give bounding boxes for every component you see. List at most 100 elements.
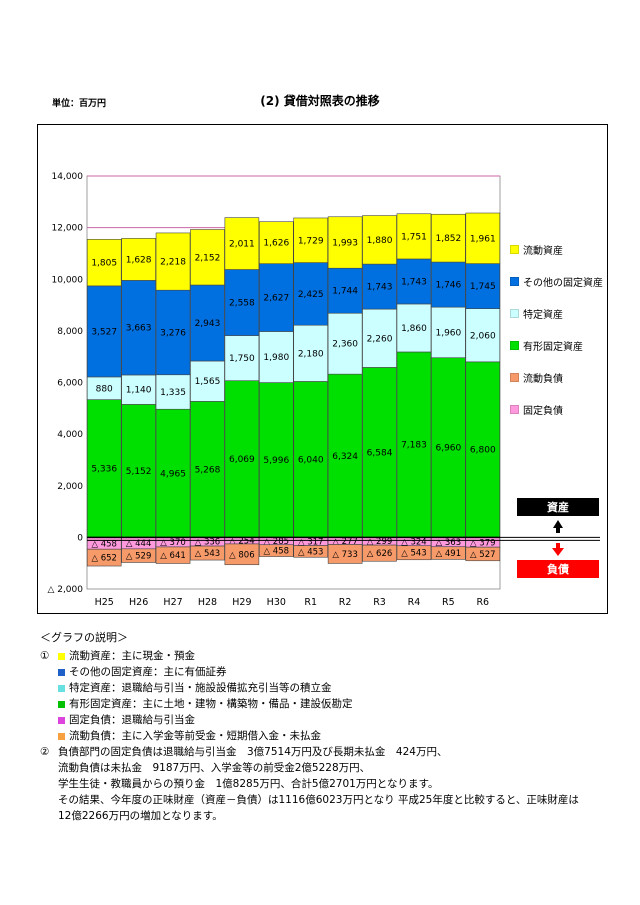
bar-segment [190,360,225,402]
liability-label: 負債 [547,562,569,576]
data-label: △ 806 [229,550,254,560]
notes-heading: ＜グラフの説明＞ [40,631,128,644]
asset-label: 資産 [547,500,569,514]
chart-title: (2) 貸借対照表の推移 [260,94,380,108]
data-label: 1,980 [263,353,289,363]
note-item: 固定負債：退職給与引当金 [40,712,620,728]
data-label: △ 336 [195,538,220,548]
y-tick-label: △ 2,000 [47,585,83,595]
legend-label: 特定資産 [523,309,563,321]
bar-segment [155,546,191,564]
down-arrow-icon [552,543,564,556]
note-swatch [58,668,65,676]
bar-segment [396,545,432,561]
note-paragraph-line: 12億2266万円の増加となります。 [58,810,223,822]
data-label: 2,558 [229,299,255,309]
y-tick-label: 2,000 [57,482,83,492]
data-label: △ 641 [160,551,185,561]
data-label: 6,584 [367,448,393,458]
data-label: △ 453 [298,547,323,557]
data-label: 1,565 [195,377,221,387]
note-text: その他の固定資産：主に有価証券 [69,666,227,678]
legend-label: 有形固定資産 [523,341,583,353]
data-label: △ 363 [436,538,461,548]
bar-segment [396,351,432,538]
bar-segment [362,308,397,368]
bar-segment [86,548,122,567]
data-label: 2,218 [160,258,186,268]
note-number: ② [40,746,50,758]
data-label: 2,011 [229,240,255,250]
asset-label-box [517,498,599,516]
bar-segment [86,399,122,538]
data-label: 1,743 [401,277,427,287]
data-label: △ 324 [401,538,426,548]
note-swatch [58,684,65,692]
note-number: ① [40,650,50,662]
data-label: △ 543 [401,549,426,559]
legend-item: 流動負債 [510,366,603,388]
data-label: △ 370 [160,538,185,548]
x-tick-label: H27 [163,597,182,608]
data-label: 1,745 [470,282,496,292]
bar-segment [293,324,329,382]
bar-segment [327,544,363,564]
data-label: △ 491 [436,549,461,559]
x-tick-label: H26 [129,597,148,608]
y-tick-label: 6,000 [57,379,83,389]
data-label: 1,960 [435,328,461,338]
note-swatch [58,700,65,708]
bar-segment [465,263,501,309]
data-label: 3,527 [91,327,117,337]
bar-segment [155,289,191,376]
note-item: その他の固定資産：主に有価証券 [40,664,620,680]
x-tick-label: R6 [476,597,489,608]
x-tick-label: H30 [267,597,286,608]
y-tick-label: 14,000 [52,172,84,182]
x-tick-label: H29 [232,597,251,608]
bar-segment [86,238,122,287]
bar-segment [396,258,432,305]
bar-segment [258,221,294,264]
bar-segment [155,232,191,291]
note-swatch [58,652,65,660]
data-label: 2,180 [298,349,324,359]
bar-segment [431,213,466,263]
legend-swatch [510,308,519,318]
y-tick-label: 0 [77,533,83,543]
bar-segment [465,212,501,264]
data-label: 3,276 [160,328,186,338]
x-tick-label: R4 [408,597,421,608]
data-label: 1,852 [435,234,461,244]
data-label: 6,324 [332,452,358,462]
data-label: 6,800 [470,446,496,456]
data-label: 7,183 [401,441,427,451]
data-label: △ 543 [195,549,220,559]
note-swatch [58,732,65,740]
data-label: 6,960 [435,444,461,454]
data-label: 2,425 [298,290,324,300]
data-label: 1,628 [126,255,152,265]
note-item: 有形固定資産：主に土地・建物・構築物・備品・建設仮勘定 [40,696,620,712]
data-label: 1,961 [470,234,496,244]
data-label: 1,880 [367,236,393,246]
data-label: 880 [96,384,113,394]
data-label: △ 299 [367,537,392,547]
data-label: △ 733 [332,550,357,560]
bar-segment [362,367,397,538]
note-text: 負債部門の固定負債は退職給与引当金 3億7514万円及び長期未払金 424万円、 [58,746,448,758]
x-tick-label: H28 [198,597,217,608]
data-label: △ 458 [264,547,289,557]
note-paragraph-line: その結果、今年度の正味財産（資産－負債）は1116億6023万円となり 平成25… [58,794,579,806]
data-label: 1,729 [298,236,324,246]
balance-sheet-chart: △ 2,000 0 2,000 4,000 6,000 8,000 10,000 12,000… [47,172,600,608]
bar-segment [396,213,432,260]
data-label: 1,993 [332,238,358,248]
bar-segment [121,280,156,376]
up-arrow-icon [553,520,563,533]
data-label: 5,336 [91,465,117,475]
data-label: △ 379 [470,538,495,548]
legend-swatch [510,404,519,414]
bar-segment [121,548,156,563]
data-label: 1,860 [401,324,427,334]
